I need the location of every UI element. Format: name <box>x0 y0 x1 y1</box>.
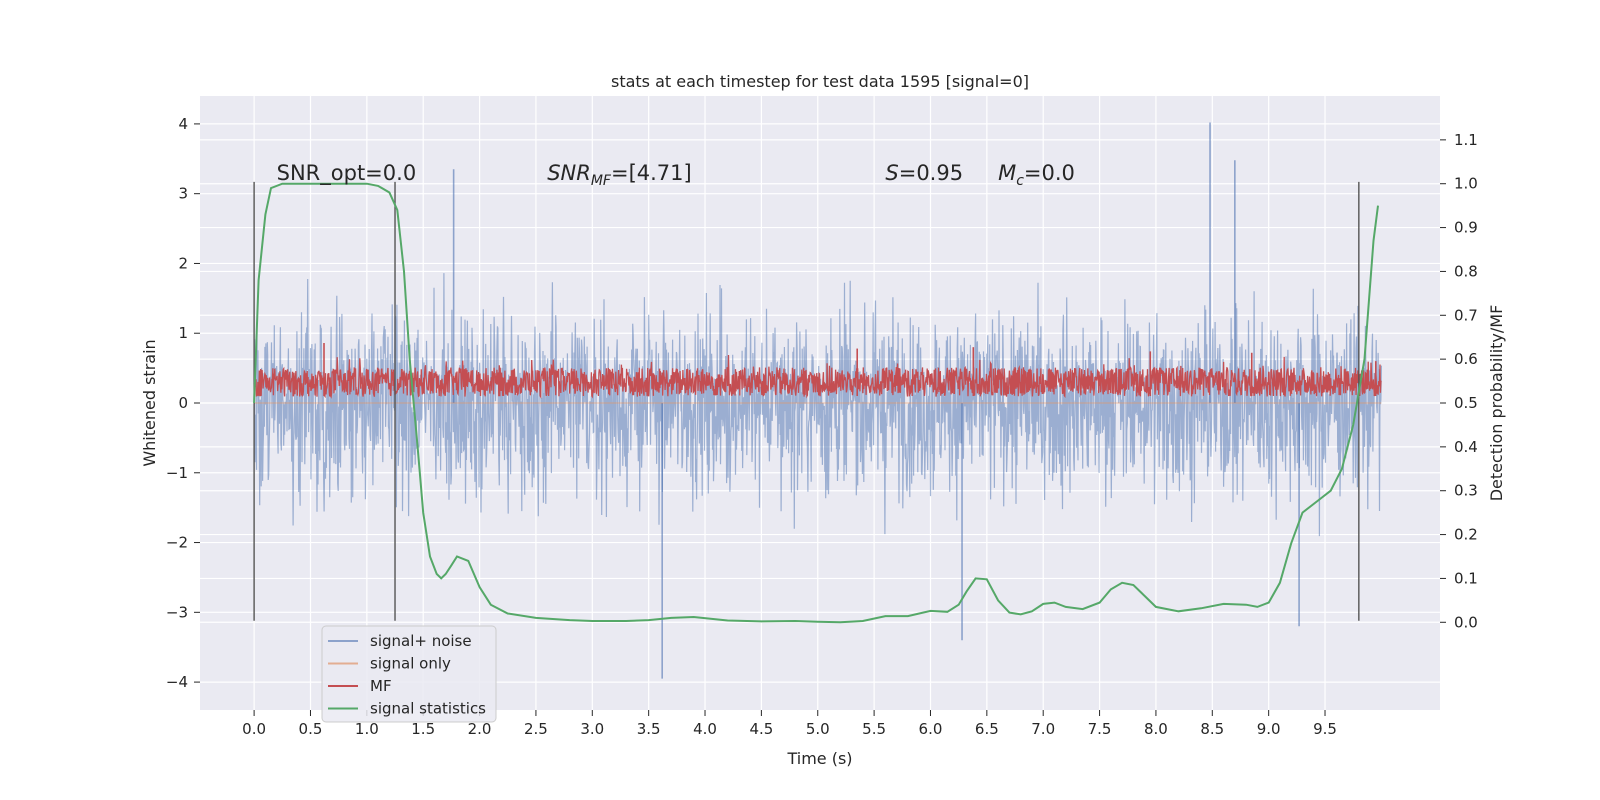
x-tick-label: 2.0 <box>468 720 492 738</box>
annotation-base: SNR_opt=0.0 <box>277 161 417 186</box>
annotation-base: S <box>885 161 898 185</box>
annotation-0: SNR_opt=0.0 <box>277 161 417 186</box>
y-right-tick-label: 0.9 <box>1454 219 1478 237</box>
annotations: SNR_opt=0.0 SNRMF=[4.71] S=0.95 Mc=0.0 <box>277 161 1075 189</box>
axes: stats at each timestep for test data 159… <box>140 72 1506 768</box>
y-right-tick-label: 0.7 <box>1454 306 1478 324</box>
y-right-tick-label: 0.3 <box>1454 482 1478 500</box>
x-tick-label: 0.0 <box>242 720 266 738</box>
x-tick-label: 8.5 <box>1200 720 1224 738</box>
y-right-tick-label: 1.0 <box>1454 175 1478 193</box>
y-right-tick-label: 0.5 <box>1454 394 1478 412</box>
x-tick-label: 4.0 <box>693 720 717 738</box>
x-tick-label: 0.5 <box>299 720 323 738</box>
y-right-tick-label: 0.4 <box>1454 438 1478 456</box>
x-axis-label: Time (s) <box>786 749 852 768</box>
annotation-base: SNR <box>547 161 591 185</box>
x-tick-label: 1.5 <box>411 720 435 738</box>
legend-label: MF <box>370 677 392 695</box>
x-tick-label: 6.5 <box>975 720 999 738</box>
legend: signal+ noise signal only MF signal statist… <box>321 625 497 723</box>
x-tick-label: 2.5 <box>524 720 548 738</box>
x-tick-label: 7.5 <box>1088 720 1112 738</box>
y-right-tick-label: 0.1 <box>1454 569 1478 587</box>
y-left-tick-label: −4 <box>166 673 188 691</box>
y-left-tick-label: −2 <box>166 534 188 552</box>
annotation-tail: =0.0 <box>1024 161 1075 185</box>
y-left-tick-label: 0 <box>178 394 188 412</box>
x-tick-label: 1.0 <box>355 720 379 738</box>
chart-title: stats at each timestep for test data 159… <box>611 72 1029 91</box>
plot-area <box>253 122 1382 679</box>
annotation-subscript: MF <box>591 173 612 189</box>
y-left-tick-label: 2 <box>178 254 188 272</box>
annotation-subscript: c <box>1016 173 1024 189</box>
legend-label: signal only <box>370 655 451 673</box>
legend-label: signal+ noise <box>370 632 472 650</box>
y-right-tick-label: 0.6 <box>1454 350 1478 368</box>
y-left-axis-label: Whitened strain <box>140 339 159 466</box>
annotation-base: M <box>998 161 1016 185</box>
legend-box <box>321 625 497 723</box>
annotation-tail: =0.95 <box>899 161 963 185</box>
x-tick-label: 3.0 <box>580 720 604 738</box>
x-tick-label: 3.5 <box>637 720 661 738</box>
legend-label: signal statistics <box>370 700 486 718</box>
y-right-tick-label: 0.8 <box>1454 262 1478 280</box>
annotation-2: S=0.95 <box>885 161 963 185</box>
y-left-tick-label: 3 <box>178 185 188 203</box>
y-left-tick-label: −3 <box>166 603 188 621</box>
x-tick-label: 4.5 <box>749 720 773 738</box>
y-right-tick-label: 1.1 <box>1454 131 1478 149</box>
series-signal-statistics <box>253 182 1379 624</box>
x-tick-label: 5.5 <box>862 720 886 738</box>
annotation-1: SNRMF=[4.71] <box>547 161 692 189</box>
series-mf <box>253 354 1382 400</box>
x-tick-label: 9.0 <box>1257 720 1281 738</box>
annotation-tail: =[4.71] <box>611 161 692 185</box>
x-tick-label: 5.0 <box>806 720 830 738</box>
y-right-axis-label: Detection probability/MF <box>1487 305 1506 502</box>
y-right-tick-label: 0.0 <box>1454 613 1478 631</box>
annotation-3: Mc=0.0 <box>998 161 1075 189</box>
y-left-tick-label: 1 <box>178 324 188 342</box>
y-left-tick-label: 4 <box>178 115 188 133</box>
x-tick-label: 8.0 <box>1144 720 1168 738</box>
x-tick-label: 9.5 <box>1313 720 1337 738</box>
x-tick-label: 6.0 <box>919 720 943 738</box>
y-right-tick-label: 0.2 <box>1454 526 1478 544</box>
y-left-tick-label: −1 <box>166 464 188 482</box>
x-tick-label: 7.0 <box>1031 720 1055 738</box>
